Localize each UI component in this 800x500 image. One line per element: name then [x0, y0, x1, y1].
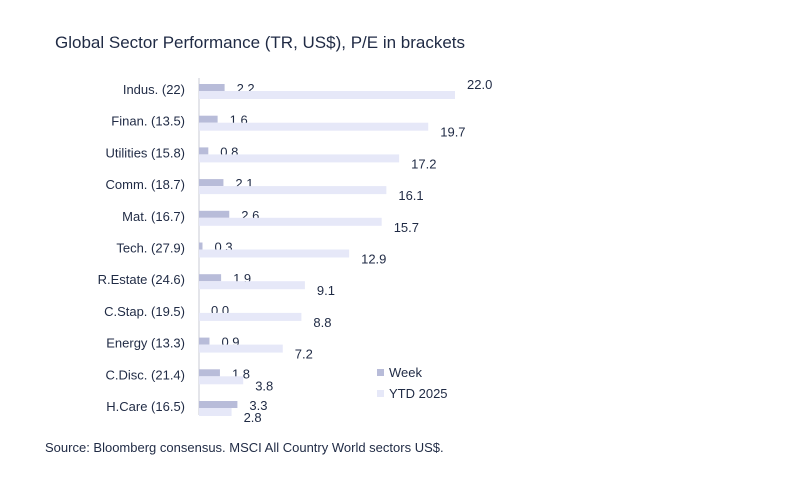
category-label: Energy (13.3) [106, 336, 185, 351]
ytd-value-label: 3.8 [255, 378, 273, 393]
ytd-value-label: 12.9 [361, 252, 386, 267]
category-label: H.Care (16.5) [106, 399, 185, 414]
ytd-value-label: 19.7 [440, 125, 465, 140]
legend-ytd-label: YTD 2025 [389, 386, 448, 401]
ytd-bar [199, 249, 350, 258]
week-bar [199, 147, 209, 155]
week-bar [199, 210, 230, 218]
ytd-bar [199, 344, 283, 353]
ytd-value-label: 9.1 [317, 283, 335, 298]
ytd-value-label: 17.2 [411, 156, 436, 171]
source-note: Source: Bloomberg consensus. MSCI All Co… [45, 440, 444, 455]
category-label: Tech. (27.9) [116, 241, 185, 256]
ytd-value-label: 16.1 [398, 188, 423, 203]
category-label: C.Disc. (21.4) [106, 367, 185, 382]
category-label: C.Stap. (19.5) [104, 304, 185, 319]
legend-week-label: Week [389, 365, 422, 380]
legend-ytd-swatch [377, 390, 384, 397]
week-bar [199, 242, 203, 250]
ytd-bar [199, 91, 455, 99]
week-bar [199, 274, 222, 282]
ytd-bar [199, 408, 232, 416]
category-label: R.Estate (24.6) [98, 272, 185, 287]
ytd-bar [199, 154, 400, 163]
ytd-value-label: 15.7 [394, 220, 419, 235]
ytd-bar [199, 376, 244, 385]
ytd-bar [199, 186, 387, 195]
category-label: Finan. (13.5) [111, 114, 185, 129]
ytd-bar [199, 312, 302, 321]
ytd-value-label: 8.8 [313, 315, 331, 330]
week-bar [199, 369, 220, 377]
category-label: Comm. (18.7) [106, 177, 185, 192]
week-value-label: 3.3 [249, 398, 267, 413]
category-label: Mat. (16.7) [122, 209, 185, 224]
legend-week-swatch [377, 369, 384, 376]
category-label: Indus. (22) [123, 82, 185, 97]
week-bar [199, 179, 224, 187]
week-bar [199, 401, 238, 408]
ytd-bar [199, 122, 429, 131]
ytd-bar [199, 281, 305, 290]
week-bar [199, 115, 218, 123]
ytd-value-label: 7.2 [295, 347, 313, 362]
week-bar [199, 337, 210, 345]
category-label: Utilities (15.8) [106, 145, 185, 160]
week-bar [199, 84, 225, 91]
chart-title: Global Sector Performance (TR, US$), P/E… [55, 33, 466, 52]
ytd-value-label: 22.0 [467, 77, 492, 92]
ytd-value-label: 2.8 [244, 410, 262, 425]
ytd-bar [199, 217, 382, 226]
